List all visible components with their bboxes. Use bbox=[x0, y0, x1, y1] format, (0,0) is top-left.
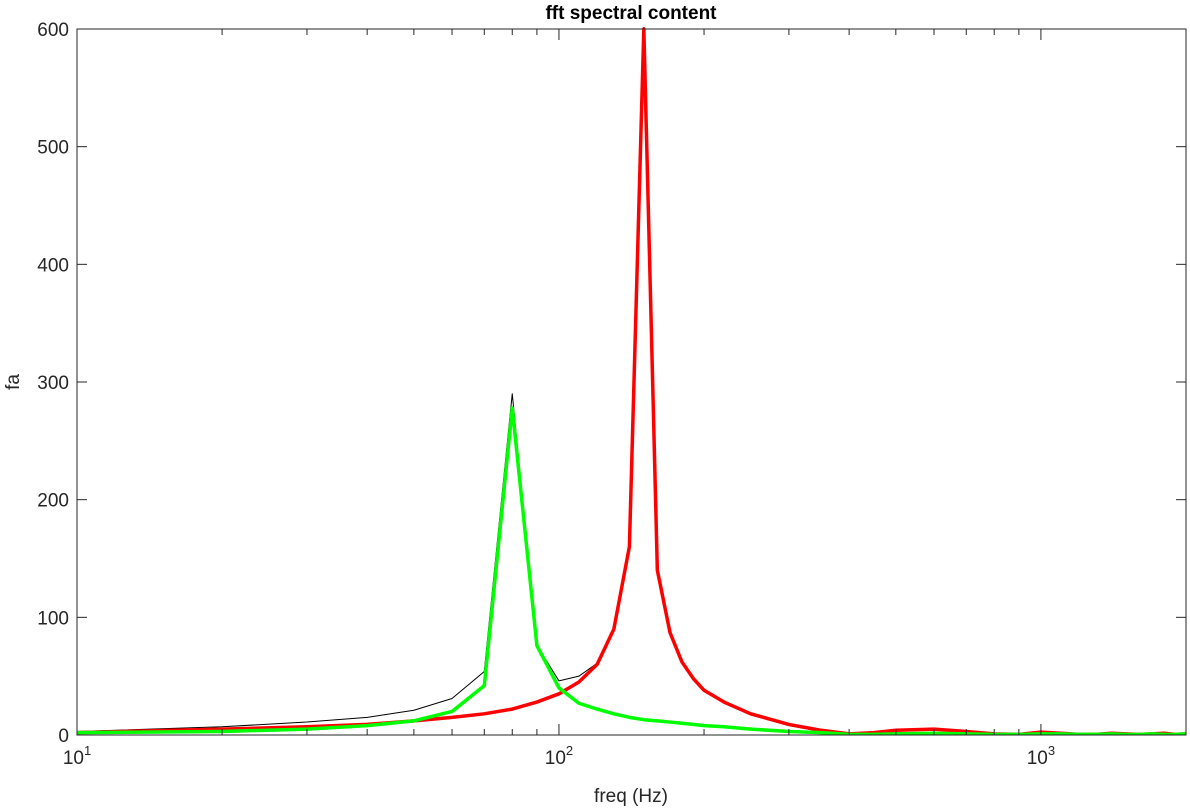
y-tick-label: 300 bbox=[37, 373, 69, 394]
x-tick-exponent: 2 bbox=[566, 743, 573, 758]
x-tick-label: 101 bbox=[63, 743, 91, 769]
x-tick-exponent: 1 bbox=[84, 743, 91, 758]
y-tick-label: 0 bbox=[58, 726, 69, 747]
chart-title: fft spectral content bbox=[545, 3, 717, 24]
series-layer bbox=[77, 27, 1186, 735]
y-tick-label: 100 bbox=[37, 608, 69, 629]
x-tick-exponent: 3 bbox=[1048, 743, 1055, 758]
y-tick-label: 600 bbox=[37, 20, 69, 41]
x-axis-label: freq (Hz) bbox=[594, 786, 668, 807]
y-tick-label: 200 bbox=[37, 491, 69, 512]
x-tick-label: 102 bbox=[545, 743, 573, 769]
x-tick-base: 10 bbox=[63, 748, 84, 769]
y-axis-label: fa bbox=[3, 374, 24, 390]
plot-background bbox=[77, 29, 1186, 735]
y-tick-label: 400 bbox=[37, 255, 69, 276]
plot-area bbox=[77, 29, 1186, 735]
x-tick-base: 10 bbox=[1027, 748, 1048, 769]
x-tick-label: 103 bbox=[1027, 743, 1055, 769]
y-tick-label: 500 bbox=[37, 138, 69, 159]
series-line-green bbox=[77, 406, 1186, 735]
x-tick-base: 10 bbox=[545, 748, 566, 769]
